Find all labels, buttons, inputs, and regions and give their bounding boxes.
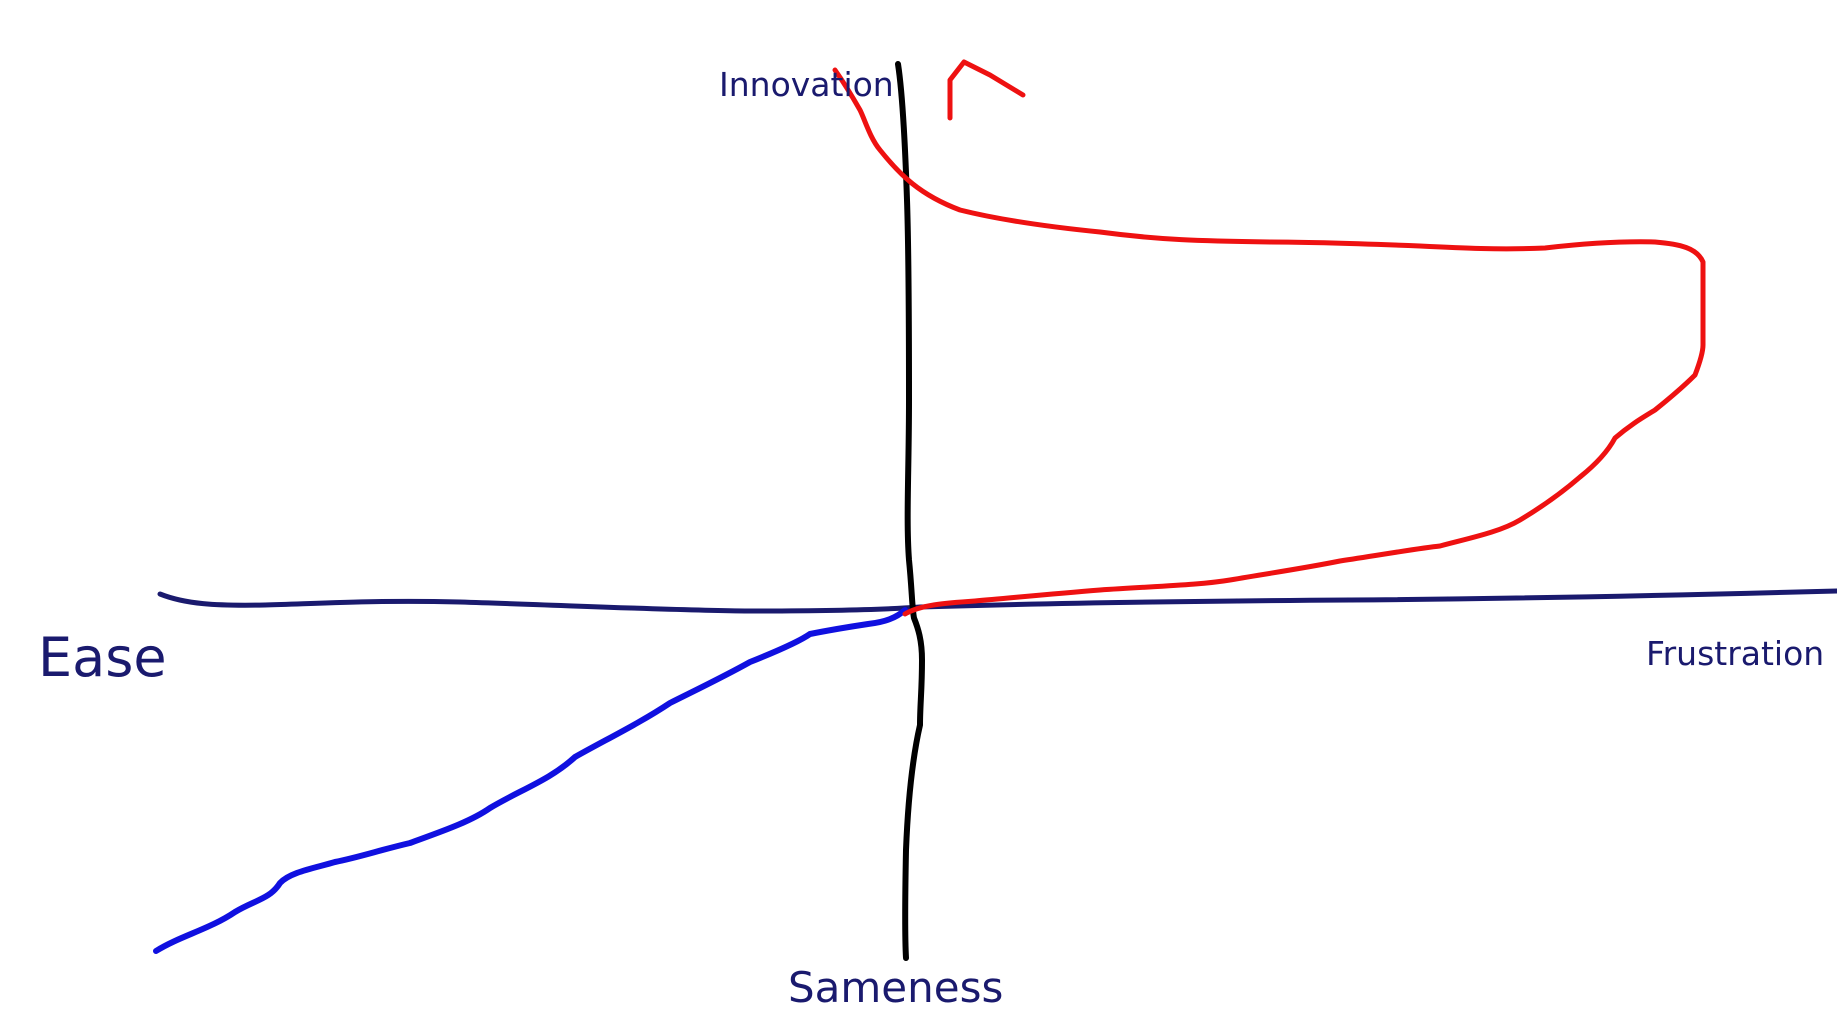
- arrowhead-icon: [947, 59, 1026, 121]
- label-innovation: Innovation: [719, 65, 894, 104]
- frustration-innovation-curve: [832, 67, 1706, 617]
- ease-sameness-curve: [153, 607, 908, 954]
- label-frustration: Frustration: [1646, 634, 1825, 673]
- horizontal-axis: [157, 588, 1837, 614]
- label-ease: Ease: [38, 626, 167, 689]
- vertical-axis: [895, 61, 925, 961]
- label-sameness: Sameness: [788, 963, 1004, 1012]
